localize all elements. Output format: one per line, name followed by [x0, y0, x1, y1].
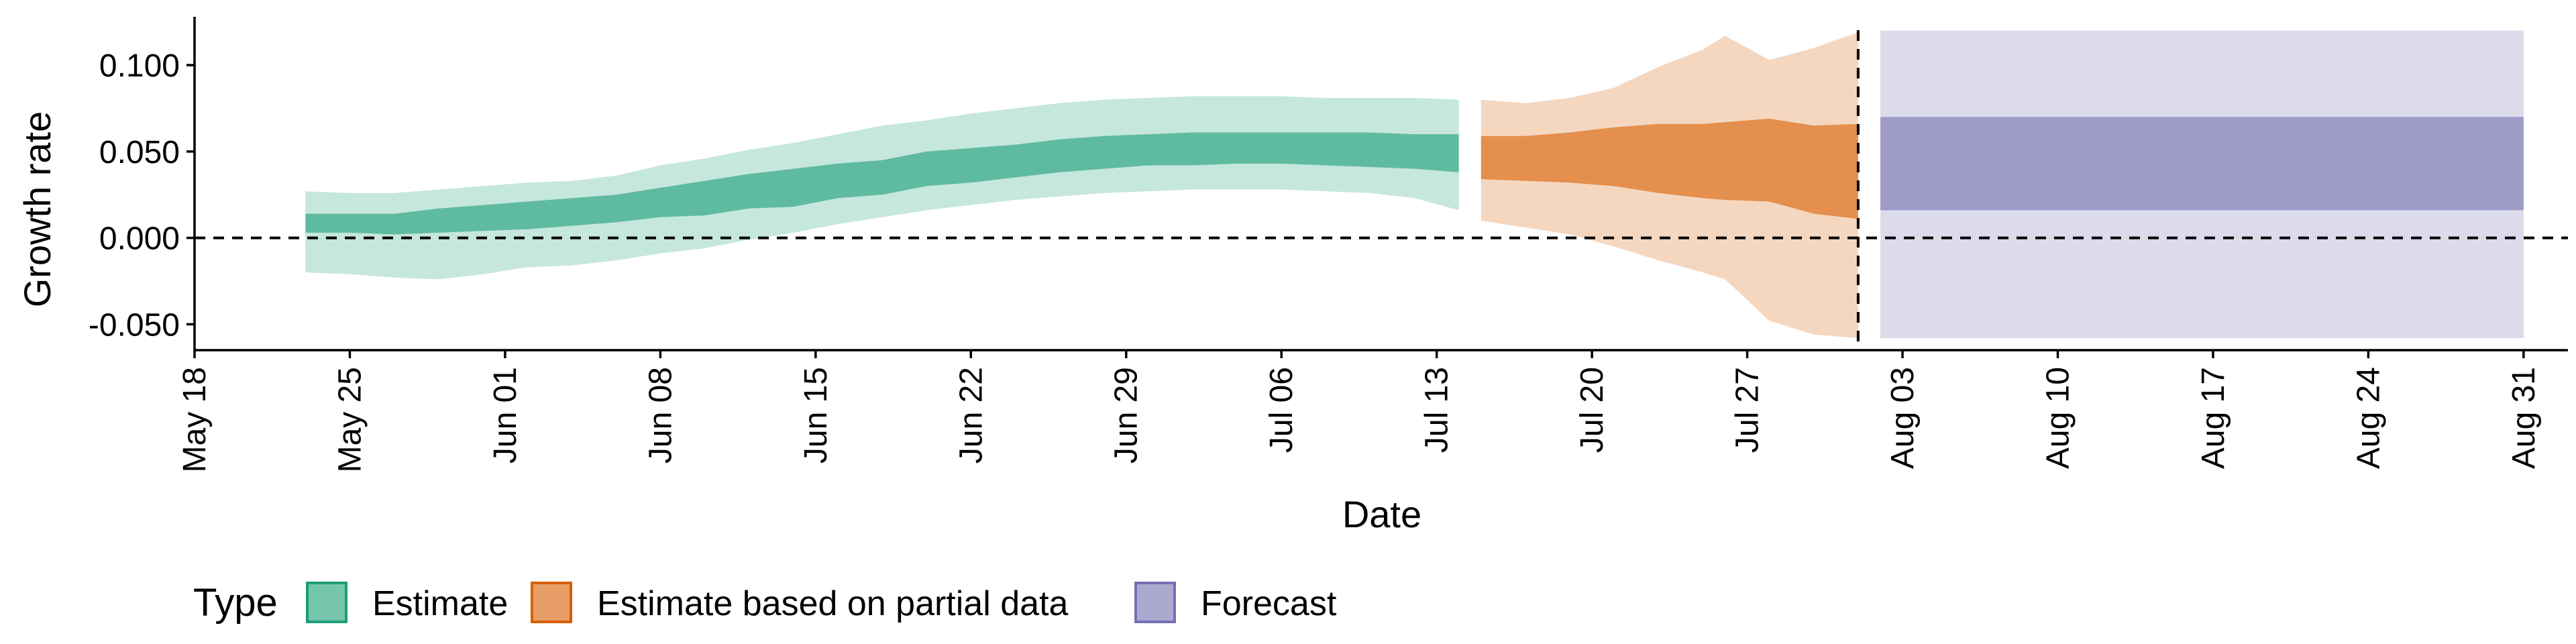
x-axis-title: Date [1342, 493, 1421, 535]
legend-label: Estimate based on partial data [597, 584, 1069, 623]
x-tick-label: Jun 29 [1109, 367, 1144, 464]
x-tick-label: Aug 31 [2506, 367, 2542, 469]
series-forecast [1880, 30, 2524, 338]
legend: Type Estimate Estimate based on partial da… [193, 581, 1337, 625]
x-tick-label: May 18 [177, 367, 213, 472]
x-tick-label: Aug 17 [2196, 367, 2231, 469]
legend-item-estimate-based-on-partial-data: Estimate based on partial data [530, 581, 1069, 624]
y-tick-label: 0.050 [99, 135, 180, 170]
band-inner-estimate [305, 132, 1459, 235]
x-tick-label: Jul 27 [1730, 367, 1766, 453]
legend-swatch [306, 582, 347, 623]
x-tick-label: Aug 10 [2041, 367, 2076, 469]
series-estimate [305, 96, 1459, 280]
legend-swatch [531, 582, 572, 623]
x-tick-label: Aug 24 [2351, 367, 2386, 469]
y-axis-title: Growth rate [16, 111, 58, 308]
legend-item-forecast: Forecast [1134, 581, 1337, 624]
series-estimate-based-on-partial-data [1481, 32, 1858, 338]
y-tick-label: 0.100 [99, 48, 180, 84]
x-tick-label: Jul 13 [1419, 367, 1455, 453]
y-tick-label: -0.050 [89, 307, 180, 343]
legend-label: Estimate [372, 584, 508, 623]
band-inner-forecast [1880, 117, 2524, 211]
x-tick-label: Jun 08 [643, 367, 678, 464]
legend-label: Forecast [1201, 584, 1337, 623]
x-tick-label: Jul 20 [1574, 367, 1610, 453]
x-tick-label: Aug 03 [1885, 367, 1921, 469]
x-tick-label: Jun 15 [798, 367, 834, 464]
band-inner-estimate-based-on-partial-data [1481, 118, 1858, 219]
legend-item-estimate: Estimate [305, 581, 508, 624]
x-tick-label: Jun 22 [953, 367, 989, 464]
x-tick-label: May 25 [333, 367, 368, 472]
ribbon-layer [305, 30, 2524, 338]
axes: 0.100 0.050 0.000 -0.050 May 18 May 25 Jun 01 J… [89, 17, 2568, 472]
legend-swatch [1134, 582, 1176, 623]
reference-lines [195, 30, 2568, 350]
legend-title: Type [193, 581, 278, 625]
x-tick-label: Jun 01 [488, 367, 523, 464]
x-tick-label: Jul 06 [1264, 367, 1299, 453]
y-tick-label: 0.000 [99, 221, 180, 257]
